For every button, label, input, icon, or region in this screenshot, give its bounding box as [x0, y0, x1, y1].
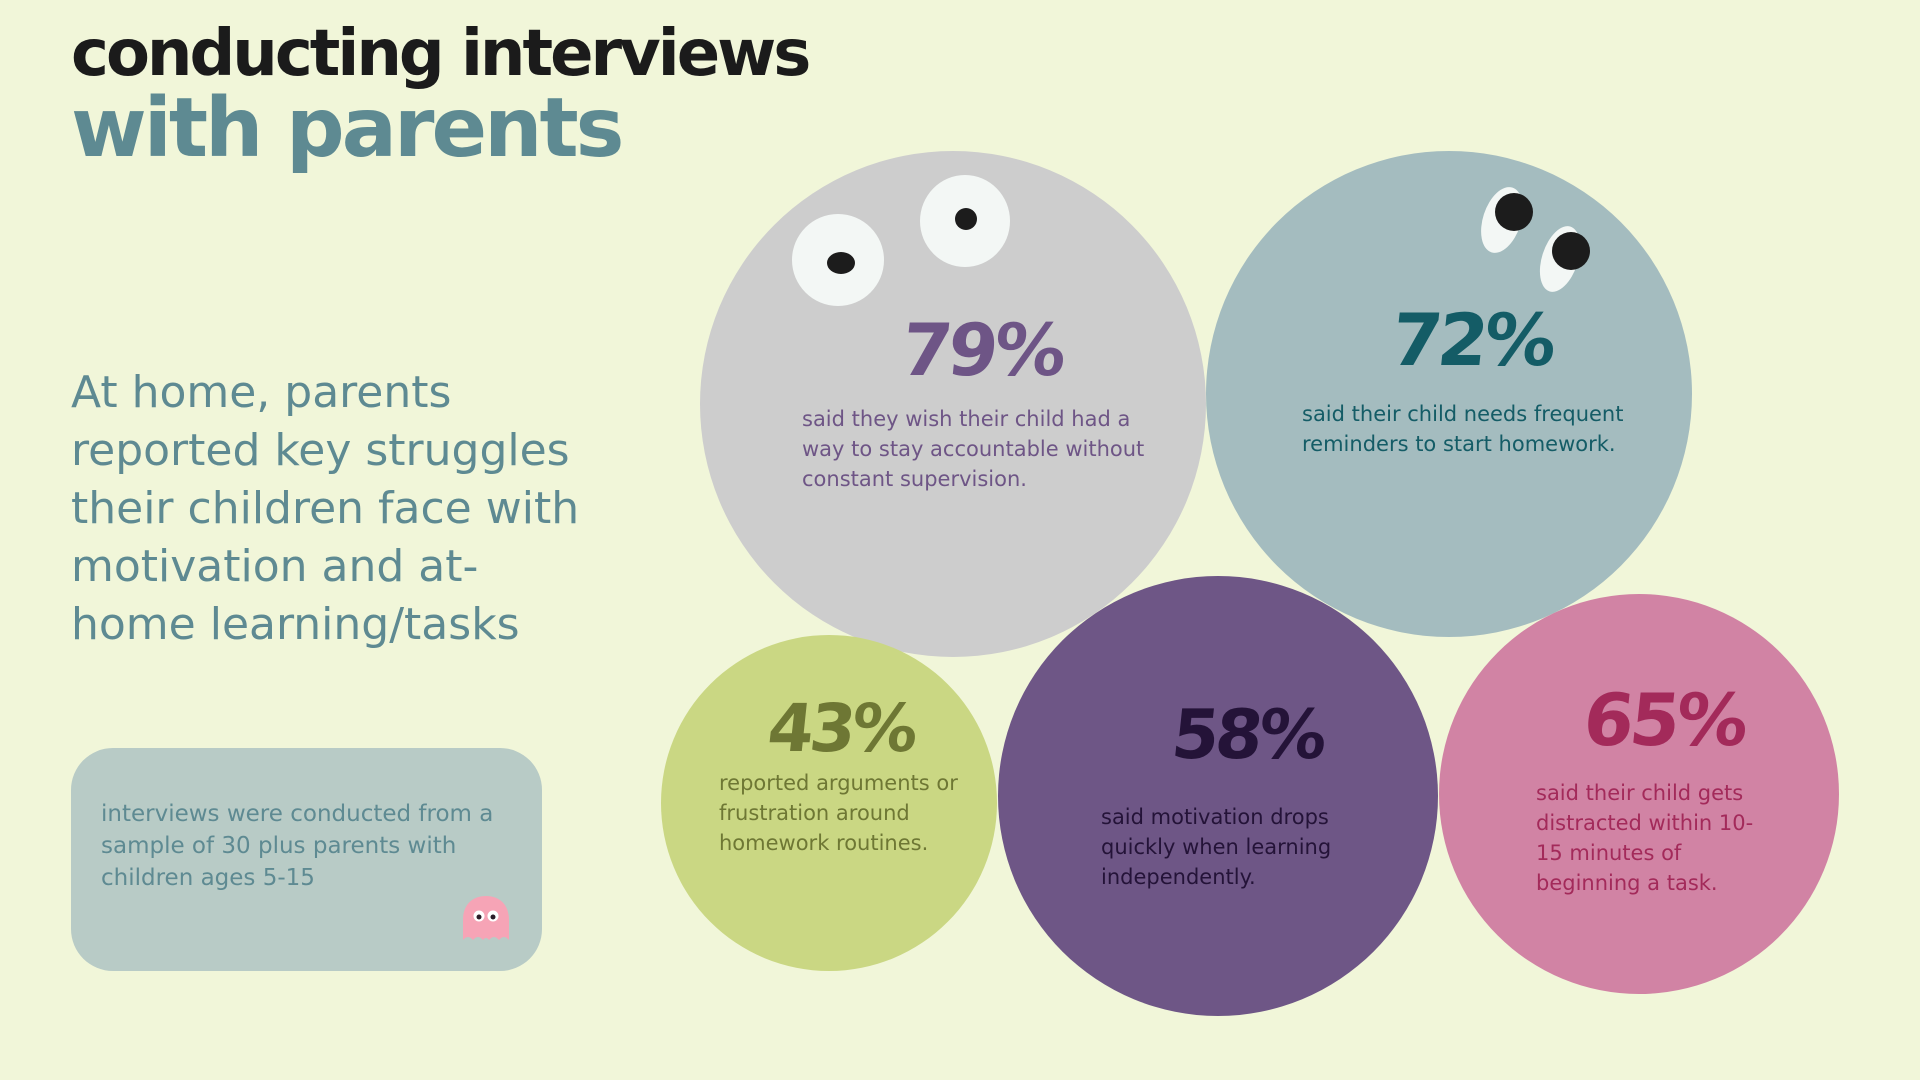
stat-text-65: said their child gets distracted within …: [1536, 781, 1754, 895]
stat-value-58: 58%: [1167, 696, 1327, 775]
note-text: interviews were conducted from a sample …: [101, 801, 494, 891]
stat-text-43: reported arguments or frustration around…: [719, 771, 958, 855]
stat-bubble-58: [998, 576, 1438, 1016]
title-line-1: conducting interviews: [71, 17, 811, 91]
stat-bubble-43: [661, 635, 997, 971]
pupil-icon: [1552, 232, 1590, 270]
stat-text-79: said they wish their child had a way to …: [802, 407, 1145, 491]
stat-value-65: 65%: [1579, 678, 1749, 762]
stat-bubble-65: [1439, 594, 1839, 994]
pupil-icon: [1495, 193, 1533, 231]
ghost-icon: [459, 894, 513, 944]
stat-text-72: said their child needs frequent reminder…: [1302, 402, 1624, 456]
pupil-icon: [827, 252, 855, 274]
note-card: interviews were conducted from a sample …: [71, 748, 542, 971]
stat-bubble-72: [1206, 151, 1692, 637]
stat-value-43: 43%: [764, 690, 919, 767]
stat-value-79: 79%: [897, 308, 1067, 392]
stat-text-58: said motivation drops quickly when learn…: [1101, 805, 1332, 889]
stat-value-72: 72%: [1387, 298, 1557, 382]
headline: At home, parents reported key struggles …: [71, 367, 580, 650]
pupil-icon: [955, 208, 977, 230]
title-line-2: with parents: [71, 81, 624, 176]
